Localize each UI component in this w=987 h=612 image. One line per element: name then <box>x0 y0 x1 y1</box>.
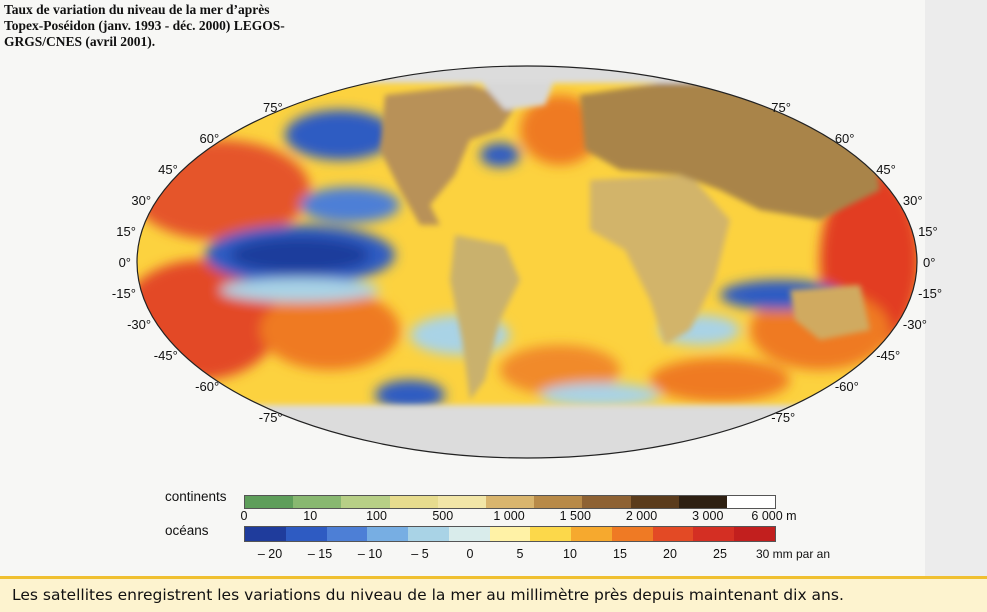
latitude-label-left: 45° <box>158 162 178 177</box>
scale-swatch <box>489 527 531 541</box>
scale-tick-label: – 15 <box>307 547 333 561</box>
scale-tick-label: 6 000 m <box>751 509 797 523</box>
scale-tick-label: – 5 <box>411 547 429 561</box>
scale-tick-label: 5 <box>516 547 524 561</box>
scale-tick-label: 100 <box>366 509 387 523</box>
australia-landmass <box>790 285 870 340</box>
scale-tick-label: 3 000 <box>692 509 724 523</box>
latitude-label-right: -45° <box>876 348 900 363</box>
latitude-label-left: -15° <box>112 286 136 301</box>
scale-tick-label: 1 000 <box>493 509 525 523</box>
latitude-label-left: -45° <box>154 348 178 363</box>
scale-swatch <box>326 527 368 541</box>
scale-tick-label: – 20 <box>257 547 283 561</box>
latitude-label-left: -60° <box>195 379 219 394</box>
latitude-label-left: 60° <box>200 131 220 146</box>
title-line-3: GRGS/CNES (avril 2001). <box>4 34 156 49</box>
scale-tick-label: 15 <box>613 547 627 561</box>
map-outline <box>136 65 918 459</box>
scale-swatch <box>678 496 727 508</box>
oceans-color-scale <box>244 526 776 542</box>
scale-swatch <box>389 496 438 508</box>
south-america-landmass <box>450 235 520 400</box>
scale-swatch <box>582 496 631 508</box>
scale-swatch <box>693 527 735 541</box>
scale-swatch <box>285 527 327 541</box>
latitude-label-right: 60° <box>835 131 855 146</box>
scale-swatch <box>408 527 449 541</box>
scale-swatch <box>611 527 653 541</box>
latitude-label-left: 0° <box>119 255 131 270</box>
scale-swatch <box>485 496 535 508</box>
map-projection-area <box>137 66 917 458</box>
scale-tick-label: 30 mm par an <box>756 547 831 561</box>
antarctica-landmass <box>137 405 917 458</box>
scale-swatch <box>367 527 409 541</box>
world-map: 75° 60° 45° 30° 15° 0° -15° -30° -45° -60° -75° 75… <box>112 65 942 459</box>
africa-landmass <box>590 175 730 345</box>
scale-swatch <box>530 527 572 541</box>
scale-swatch <box>734 527 775 541</box>
continents-legend-label: continents <box>165 489 227 504</box>
arctic-region <box>137 66 917 83</box>
continents-color-scale <box>244 495 776 509</box>
scale-swatch <box>437 496 486 508</box>
scale-tick-label: – 10 <box>357 547 383 561</box>
scale-tick-label: 2 000 <box>625 509 658 523</box>
scale-tick-label: 500 <box>432 509 454 523</box>
latitude-label-right: 15° <box>918 224 938 239</box>
scale-swatch <box>341 496 390 508</box>
latitude-label-right: 30° <box>903 193 923 208</box>
north-america-landmass <box>380 85 520 225</box>
scale-tick-label: 0 <box>466 547 474 561</box>
latitude-labels-right: 75° 60° 45° 30° 15° 0° -15° -30° -45° -60° -75° <box>771 100 942 425</box>
latitude-label-right: -15° <box>918 286 942 301</box>
page-margin-background <box>925 0 987 576</box>
latitude-label-right: -75° <box>771 410 795 425</box>
map-legend: continents 0 10 100 500 1 000 1 500 2 000 3 000… <box>0 485 987 575</box>
latitude-labels-left: 75° 60° 45° 30° 15° 0° -15° -30° -45° -60° -75° <box>112 100 283 425</box>
scale-swatch <box>652 527 694 541</box>
latitude-label-left: 15° <box>116 224 136 239</box>
latitude-label-left: -75° <box>259 410 283 425</box>
title-line-2: Topex-Poséidon (janv. 1993 - déc. 2000) … <box>4 18 285 33</box>
scale-tick-label: 0 <box>240 509 248 523</box>
scale-swatch <box>245 496 294 508</box>
latitude-label-right: -60° <box>835 379 859 394</box>
scale-swatch <box>534 496 583 508</box>
latitude-label-left: -30° <box>127 317 151 332</box>
latitude-label-right: -30° <box>903 317 927 332</box>
latitude-label-left: 75° <box>263 100 283 115</box>
scale-swatch <box>245 527 286 541</box>
scale-tick-label: 20 <box>663 547 677 561</box>
scale-swatch <box>630 496 679 508</box>
scale-swatch <box>293 496 342 508</box>
latitude-label-left: 30° <box>131 193 151 208</box>
figure-caption: Les satellites enregistrent les variatio… <box>0 576 987 612</box>
scale-tick-label: 10 <box>303 509 318 523</box>
oceans-legend-label: océans <box>165 523 209 538</box>
scale-swatch <box>726 496 776 508</box>
scale-swatch <box>448 527 490 541</box>
title-line-1: Taux de variation du niveau de la mer d’… <box>4 2 270 17</box>
map-title: Taux de variation du niveau de la mer d’… <box>4 2 344 50</box>
scale-swatch <box>571 527 612 541</box>
scale-tick-label: 25 <box>713 547 727 561</box>
scale-tick-label: 10 <box>563 547 577 561</box>
latitude-label-right: 45° <box>876 162 896 177</box>
latitude-label-right: 75° <box>771 100 791 115</box>
sea-level-map-svg: 75° 60° 45° 30° 15° 0° -15° -30° -45° -60° -75° 75… <box>112 65 942 459</box>
scale-tick-label: 1 500 <box>559 509 591 523</box>
latitude-label-right: 0° <box>923 255 935 270</box>
